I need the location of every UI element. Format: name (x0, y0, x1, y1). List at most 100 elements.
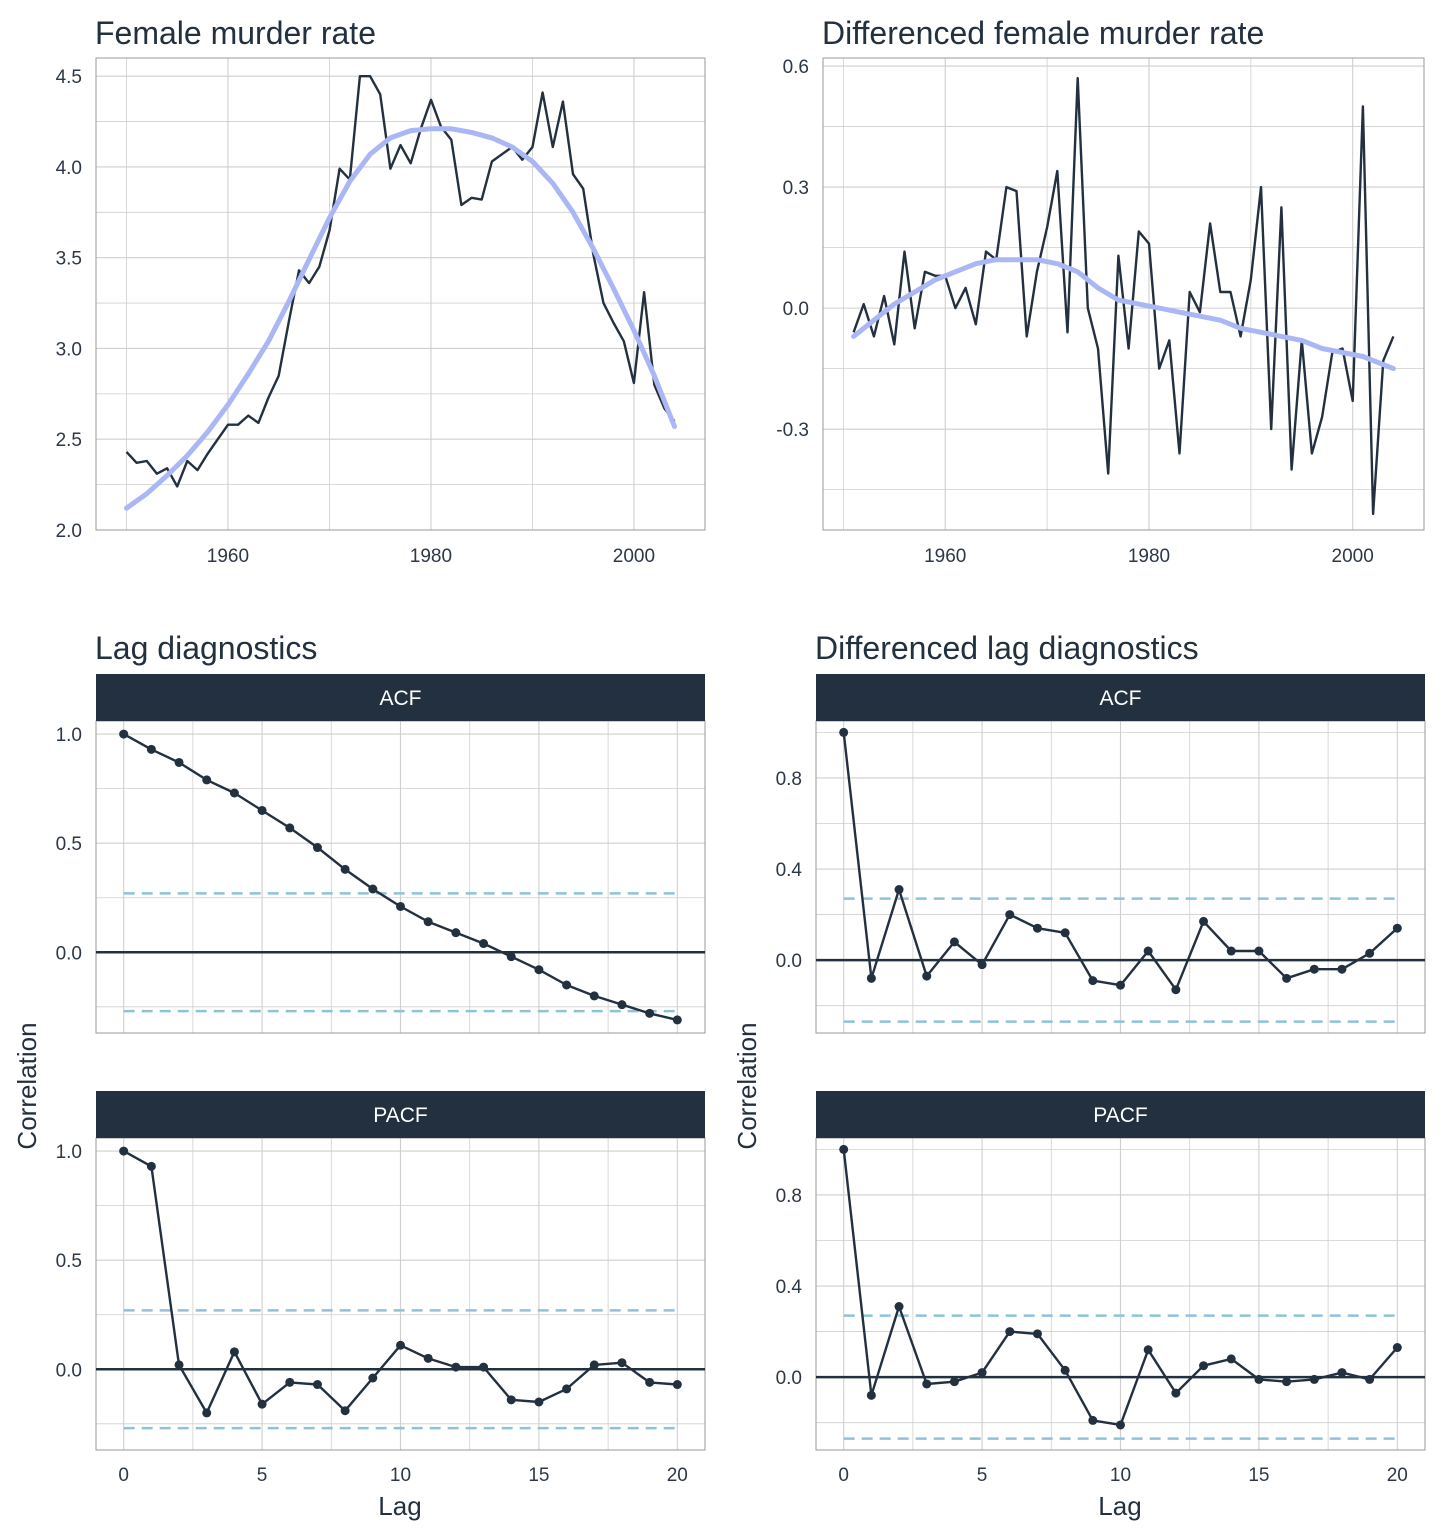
x-tick-label: 5 (257, 1465, 268, 1486)
data-point (977, 960, 987, 970)
data-point (479, 939, 489, 949)
data-point (1199, 1361, 1209, 1371)
strip-diff-pacf (816, 1091, 1425, 1138)
x-tick-label: 1960 (207, 546, 249, 567)
data-point (589, 1360, 599, 1370)
data-point (645, 1008, 655, 1018)
y-tick-label: 1.0 (56, 1142, 82, 1163)
data-point (534, 1397, 544, 1407)
data-point (1309, 964, 1319, 974)
data-point (589, 991, 599, 1001)
data-point (839, 1144, 849, 1154)
data-point (1032, 1329, 1042, 1339)
chart-title-level: Female murder rate (95, 15, 376, 51)
data-point (1309, 1374, 1319, 1384)
data-point (506, 1395, 516, 1405)
data-point (1171, 1388, 1181, 1398)
data-point (977, 1368, 987, 1378)
data-point (312, 1380, 322, 1390)
x-tick-label: 15 (528, 1465, 549, 1486)
data-point (1199, 916, 1209, 926)
data-point (146, 744, 156, 754)
x-tick-label: 0 (118, 1465, 129, 1486)
y-tick-label: 0.0 (783, 299, 809, 320)
y-tick-label: 0.8 (776, 1186, 802, 1207)
data-point (202, 1408, 212, 1418)
data-point (894, 885, 904, 895)
data-point (1143, 1345, 1153, 1355)
chart-acf: Lag diagnostics ACF (95, 630, 705, 721)
data-point (229, 1347, 239, 1357)
y-tick-label: 4.5 (56, 67, 82, 88)
data-point (451, 928, 461, 938)
y-tick-label: 2.0 (56, 521, 82, 542)
data-point (506, 952, 516, 962)
data-point (1392, 1343, 1402, 1353)
y-tick-label: 0.4 (776, 1277, 803, 1298)
data-point (1282, 1377, 1292, 1387)
data-point (340, 864, 350, 874)
data-point (368, 1373, 378, 1383)
y-tick-label: 0.0 (56, 943, 82, 964)
data-point (672, 1015, 682, 1025)
x-tick-label: 20 (1387, 1465, 1408, 1486)
data-point (119, 729, 129, 739)
plot-diff_pacf: 0.0 0.4 0.8 0 5 10 15 20 (776, 1137, 1426, 1486)
data-point (1337, 1368, 1347, 1378)
strip-acf (96, 674, 705, 721)
strip-diff-acf (816, 674, 1425, 721)
strip-pacf (96, 1091, 705, 1138)
smooth-trend-line (124, 126, 677, 511)
data-point (562, 1384, 572, 1394)
chart-title-differenced-lag-diagnostics: Differenced lag diagnostics (815, 630, 1199, 666)
data-point (1226, 1354, 1236, 1364)
data-point (257, 805, 267, 815)
data-point (340, 1406, 350, 1416)
data-point (451, 1362, 461, 1372)
y-axis-title-correlation-right: Correlation (732, 1022, 762, 1149)
data-point (368, 884, 378, 894)
data-point (1392, 923, 1402, 933)
plot-diff_acf: 0.0 0.4 0.8 (776, 720, 1426, 1034)
data-point (423, 1353, 433, 1363)
y-tick-label: 0.6 (783, 57, 809, 78)
data-point (1088, 1415, 1098, 1425)
plot-level: 2.0 2.5 3.0 3.5 4.0 4.5 1960 1980 2000 (56, 57, 706, 567)
chart-level: Female murder rate (95, 15, 376, 51)
data-point (174, 757, 184, 767)
x-tick-label: 1980 (410, 546, 452, 567)
y-tick-label: 2.5 (56, 430, 82, 451)
panel-border (95, 57, 706, 531)
data-point (922, 971, 932, 981)
chart-title-diff: Differenced female murder rate (822, 15, 1264, 51)
data-point (479, 1362, 489, 1372)
strip-label-pacf: PACF (373, 1104, 427, 1127)
y-tick-label: 0.0 (776, 951, 802, 972)
data-point (174, 1360, 184, 1370)
chart-pacf: PACF (96, 1091, 705, 1138)
data-point (285, 1377, 295, 1387)
data-point (617, 1358, 627, 1368)
data-point (257, 1399, 267, 1409)
chart-diff-pacf: PACF (816, 1091, 1425, 1138)
data-point (1005, 1327, 1015, 1337)
data-point (949, 937, 959, 947)
data-point (922, 1379, 932, 1389)
strip-label-diff-pacf: PACF (1093, 1104, 1147, 1127)
data-point (396, 1340, 405, 1350)
data-point (1254, 1374, 1264, 1384)
x-tick-label: 2000 (1332, 546, 1374, 567)
data-point (617, 1000, 627, 1010)
y-axis-title-correlation-left: Correlation (12, 1022, 42, 1149)
x-tick-label: 15 (1248, 1465, 1269, 1486)
data-point (866, 1390, 876, 1400)
data-point (312, 843, 322, 853)
data-point (396, 901, 405, 911)
chart-title-lag-diagnostics: Lag diagnostics (95, 630, 317, 666)
data-point (1337, 964, 1347, 974)
y-tick-label: 0.5 (56, 1251, 82, 1272)
x-tick-label: 10 (1110, 1465, 1131, 1486)
y-tick-label: 3.5 (56, 249, 82, 270)
data-point (672, 1380, 682, 1390)
y-tick-label: 0.5 (56, 834, 82, 855)
